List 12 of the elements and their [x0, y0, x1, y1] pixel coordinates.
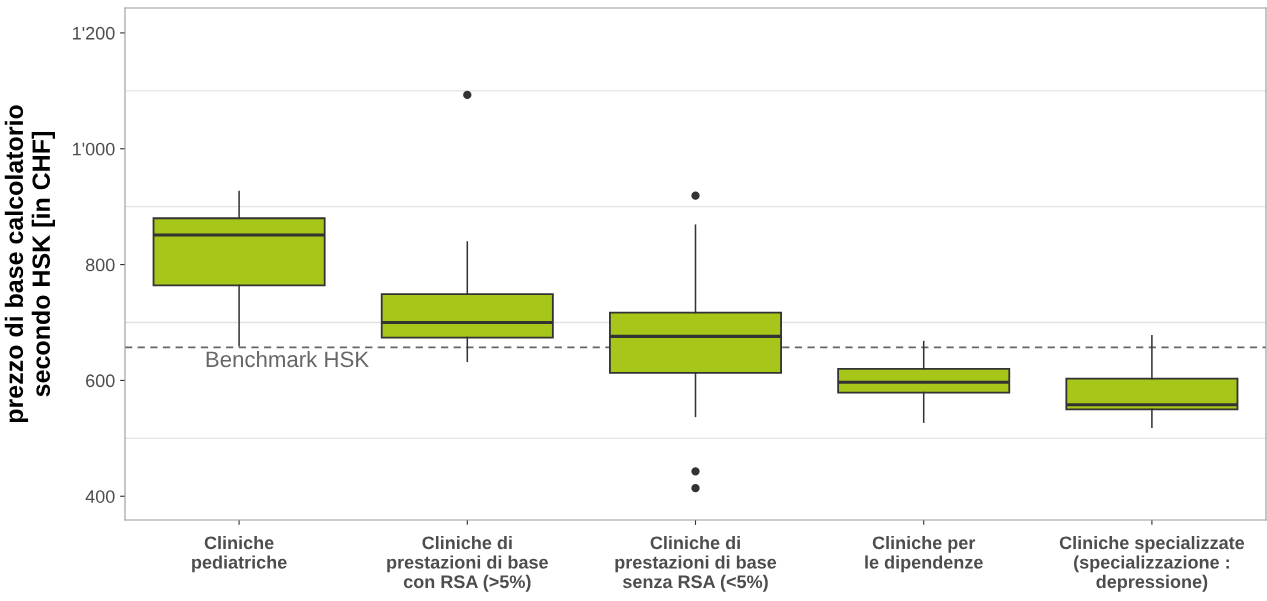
x-tick-label: Cliniche per le dipendenze: [865, 535, 983, 573]
x-tick-label: Cliniche di prestazioni di base con RSA (>5%): [387, 535, 548, 592]
x-tick-label: Cliniche pediatriche: [192, 535, 287, 573]
x-tick-label: Cliniche specializzate (specializzazione : depressione): [1059, 535, 1245, 592]
y-tick-label: 600: [86, 374, 115, 388]
y-tick-label: 1'200: [73, 26, 115, 40]
ref-line-label: Benchmark HSK: [206, 350, 369, 368]
x-tick-label: Cliniche di prestazioni di base senza RSA (<5%): [615, 535, 777, 592]
y-tick-label: 800: [85, 258, 115, 272]
y-axis-title: prezzo di base calcolatorio secondo HSK [in CHF]: [4, 105, 55, 423]
y-tick-label: 400: [85, 490, 115, 503]
y-tick-label: 1'000: [73, 142, 115, 156]
